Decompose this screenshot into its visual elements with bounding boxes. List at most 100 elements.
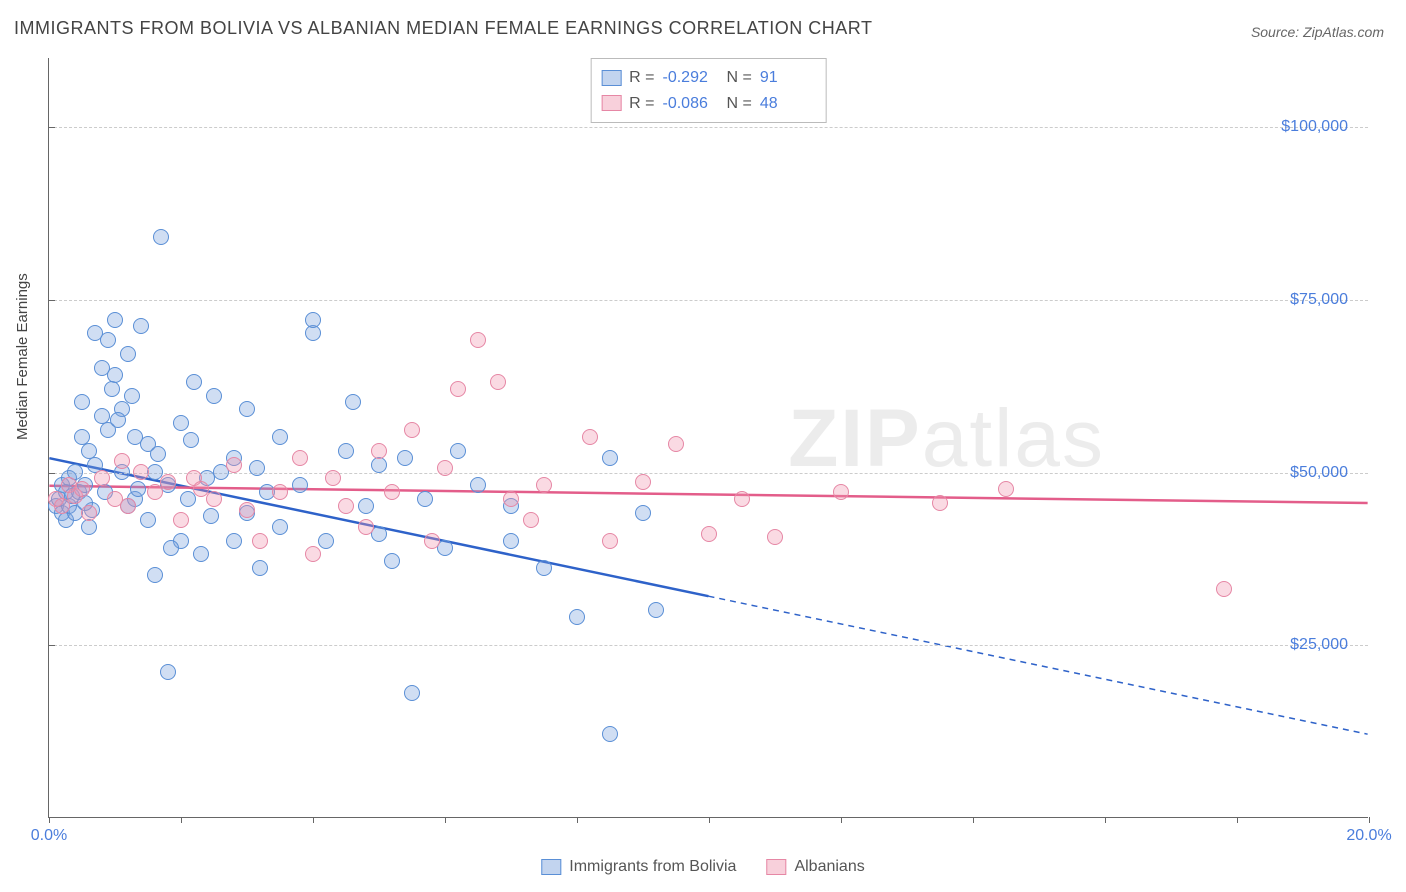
swatch-albanians [601, 95, 621, 111]
data-point-bolivia [305, 312, 321, 328]
plot-area: ZIPatlas R =-0.292N =91R =-0.086N =48 $2… [48, 58, 1368, 818]
data-point-albanians [1216, 581, 1232, 597]
x-tick [1105, 817, 1106, 823]
data-point-albanians [371, 443, 387, 459]
chart-title: IMMIGRANTS FROM BOLIVIA VS ALBANIAN MEDI… [14, 18, 872, 39]
correlation-stats-box: R =-0.292N =91R =-0.086N =48 [590, 58, 827, 123]
data-point-bolivia [104, 381, 120, 397]
y-tick [49, 473, 55, 474]
watermark-bold: ZIP [788, 393, 922, 484]
legend-swatch-bolivia [541, 859, 561, 875]
data-point-bolivia [163, 540, 179, 556]
r-value-bolivia: -0.292 [663, 65, 719, 91]
data-point-bolivia [602, 726, 618, 742]
gridline [49, 127, 1368, 128]
legend-item-albanians: Albanians [766, 858, 864, 876]
data-point-bolivia [81, 519, 97, 535]
y-tick-label: $50,000 [1290, 464, 1348, 482]
stat-row-albanians: R =-0.086N =48 [601, 91, 816, 117]
data-point-albanians [305, 546, 321, 562]
data-point-bolivia [226, 533, 242, 549]
gridline [49, 645, 1368, 646]
data-point-bolivia [100, 332, 116, 348]
data-point-albanians [602, 533, 618, 549]
data-point-albanians [120, 498, 136, 514]
data-point-albanians [272, 484, 288, 500]
data-point-albanians [338, 498, 354, 514]
data-point-bolivia [305, 325, 321, 341]
data-point-bolivia [450, 443, 466, 459]
data-point-bolivia [358, 498, 374, 514]
watermark-rest: atlas [922, 393, 1105, 484]
data-point-albanians [635, 474, 651, 490]
r-label: R = [629, 91, 654, 117]
data-point-albanians [384, 484, 400, 500]
data-point-albanians [668, 436, 684, 452]
data-point-albanians [734, 491, 750, 507]
data-point-albanians [147, 484, 163, 500]
data-point-bolivia [150, 446, 166, 462]
gridline [49, 473, 1368, 474]
legend-swatch-albanians [766, 859, 786, 875]
data-point-bolivia [239, 401, 255, 417]
data-point-bolivia [417, 491, 433, 507]
data-point-bolivia [193, 546, 209, 562]
data-point-albanians [252, 533, 268, 549]
x-tick-label: 20.0% [1346, 827, 1391, 845]
y-tick-label: $100,000 [1281, 118, 1348, 136]
data-point-albanians [114, 453, 130, 469]
n-value-albanians: 48 [760, 91, 816, 117]
n-value-bolivia: 91 [760, 65, 816, 91]
data-point-albanians [490, 374, 506, 390]
data-point-bolivia [569, 609, 585, 625]
data-point-albanians [226, 457, 242, 473]
data-point-albanians [133, 464, 149, 480]
legend-label-bolivia: Immigrants from Bolivia [569, 858, 736, 876]
y-tick [49, 645, 55, 646]
data-point-albanians [160, 474, 176, 490]
x-tick [313, 817, 314, 823]
x-tick [1237, 817, 1238, 823]
data-point-bolivia [120, 346, 136, 362]
trend-lines [49, 58, 1368, 817]
n-label: N = [727, 91, 752, 117]
data-point-albanians [767, 529, 783, 545]
data-point-bolivia [140, 512, 156, 528]
data-point-bolivia [318, 533, 334, 549]
data-point-albanians [404, 422, 420, 438]
data-point-bolivia [107, 312, 123, 328]
x-tick [445, 817, 446, 823]
data-point-albanians [998, 481, 1014, 497]
data-point-albanians [173, 512, 189, 528]
data-point-albanians [292, 450, 308, 466]
data-point-albanians [470, 332, 486, 348]
data-point-bolivia [397, 450, 413, 466]
data-point-bolivia [147, 567, 163, 583]
y-axis-label: Median Female Earnings [14, 273, 31, 440]
data-point-bolivia [110, 412, 126, 428]
data-point-bolivia [130, 481, 146, 497]
data-point-bolivia [338, 443, 354, 459]
x-tick [1369, 817, 1370, 823]
x-tick [709, 817, 710, 823]
x-tick [973, 817, 974, 823]
gridline [49, 300, 1368, 301]
data-point-bolivia [272, 429, 288, 445]
data-point-bolivia [371, 457, 387, 473]
data-point-albanians [536, 477, 552, 493]
data-point-bolivia [648, 602, 664, 618]
legend-label-albanians: Albanians [794, 858, 864, 876]
y-tick-label: $75,000 [1290, 291, 1348, 309]
data-point-albanians [358, 519, 374, 535]
data-point-bolivia [272, 519, 288, 535]
data-point-albanians [239, 502, 255, 518]
data-point-albanians [94, 470, 110, 486]
legend-item-bolivia: Immigrants from Bolivia [541, 858, 736, 876]
data-point-albanians [701, 526, 717, 542]
x-tick [181, 817, 182, 823]
r-label: R = [629, 65, 654, 91]
data-point-albanians [193, 481, 209, 497]
data-point-bolivia [384, 553, 400, 569]
source-attribution: Source: ZipAtlas.com [1251, 24, 1384, 40]
data-point-bolivia [186, 374, 202, 390]
